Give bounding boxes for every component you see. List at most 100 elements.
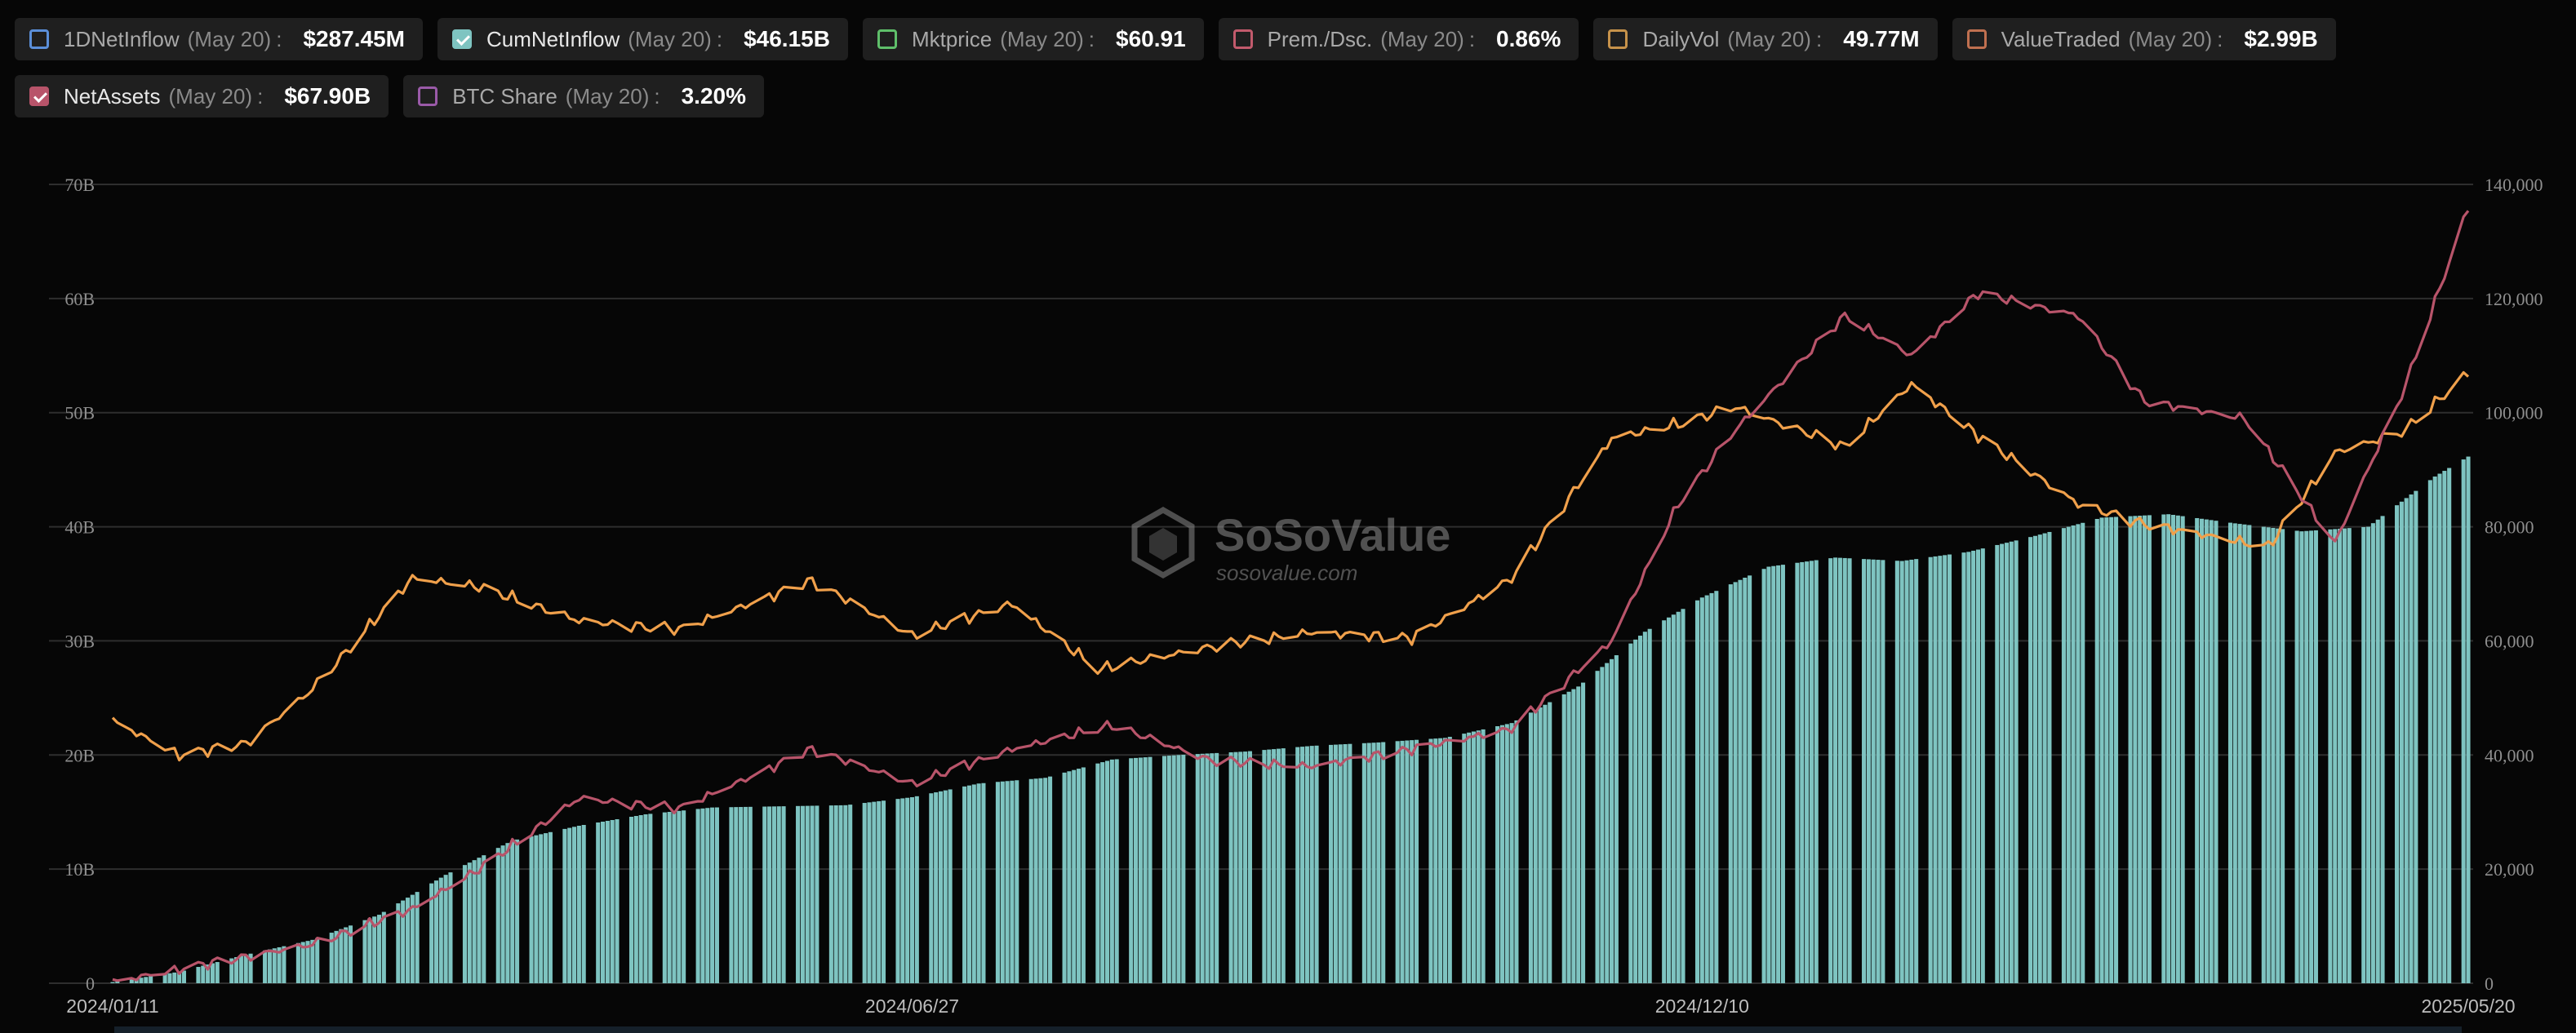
cumnetinflow-bar[interactable] (548, 831, 553, 983)
cumnetinflow-bar[interactable] (1233, 751, 1238, 983)
cumnetinflow-bar[interactable] (1947, 554, 1952, 983)
cumnetinflow-bar[interactable] (2009, 541, 2014, 983)
cumnetinflow-bar[interactable] (1200, 753, 1205, 983)
cumnetinflow-bar[interactable] (1871, 559, 1876, 983)
cumnetinflow-bar[interactable] (2081, 522, 2085, 983)
cumnetinflow-bar[interactable] (976, 783, 981, 983)
cumnetinflow-bar[interactable] (110, 982, 115, 983)
cumnetinflow-bar[interactable] (1637, 636, 1643, 983)
cumnetinflow-bar[interactable] (1704, 595, 1709, 983)
legend-chip-dailyvol[interactable]: DailyVol (May 20):49.77M (1593, 18, 1938, 60)
cumnetinflow-bar[interactable] (2432, 477, 2437, 983)
cumnetinflow-bar[interactable] (2000, 543, 2005, 983)
cumnetinflow-bar[interactable] (1966, 552, 1971, 983)
cumnetinflow-bar[interactable] (1067, 771, 1072, 983)
cumnetinflow-bar[interactable] (1499, 725, 1504, 983)
cumnetinflow-bar[interactable] (1914, 559, 1919, 983)
cumnetinflow-bar[interactable] (495, 848, 500, 983)
cumnetinflow-bar[interactable] (796, 805, 801, 983)
cumnetinflow-bar[interactable] (710, 807, 715, 983)
cumnetinflow-bar[interactable] (534, 835, 539, 983)
cumnetinflow-bar[interactable] (2294, 530, 2299, 983)
cumnetinflow-bar[interactable] (2309, 530, 2314, 983)
cumnetinflow-bar[interactable] (1304, 746, 1309, 983)
cumnetinflow-bar[interactable] (1300, 747, 1305, 983)
cumnetinflow-bar[interactable] (2204, 519, 2209, 983)
cumnetinflow-bar[interactable] (1761, 569, 1766, 983)
legend-chip-netassets[interactable]: NetAssets (May 20): $67.90B (15, 75, 389, 117)
cumnetinflow-bar[interactable] (810, 805, 815, 983)
cumnetinflow-bar[interactable] (2347, 528, 2352, 983)
cumnetinflow-bar[interactable] (781, 806, 786, 983)
cumnetinflow-bar[interactable] (1114, 759, 1119, 983)
cumnetinflow-bar[interactable] (1410, 740, 1415, 983)
cumnetinflow-bar[interactable] (1561, 694, 1566, 983)
cumnetinflow-bar[interactable] (971, 784, 976, 983)
cumnetinflow-bar[interactable] (2328, 529, 2333, 983)
cumnetinflow-bar[interactable] (1600, 667, 1605, 983)
cumnetinflow-bar[interactable] (401, 900, 406, 983)
cumnetinflow-bar[interactable] (2375, 519, 2380, 983)
cumnetinflow-bar[interactable] (263, 950, 268, 983)
cumnetinflow-bar[interactable] (1876, 560, 1881, 983)
cumnetinflow-bar[interactable] (2395, 505, 2400, 983)
cumnetinflow-bar[interactable] (2042, 533, 2047, 983)
cumnetinflow-bar[interactable] (596, 822, 601, 983)
cumnetinflow-bar[interactable] (206, 964, 211, 983)
cumnetinflow-bar[interactable] (1272, 749, 1277, 983)
cumnetinflow-bar[interactable] (748, 806, 753, 983)
cumnetinflow-bar[interactable] (272, 948, 277, 983)
cumnetinflow-bar[interactable] (1647, 628, 1652, 983)
cumnetinflow-bar[interactable] (1928, 556, 1933, 983)
cumnetinflow-bar[interactable] (2370, 523, 2375, 983)
cumnetinflow-bar[interactable] (2071, 525, 2076, 983)
cumnetinflow-bar[interactable] (1681, 609, 1686, 983)
cumnetinflow-bar[interactable] (467, 862, 472, 983)
cumnetinflow-bar[interactable] (372, 916, 377, 983)
cumnetinflow-bar[interactable] (344, 927, 349, 983)
cumnetinflow-bar[interactable] (2247, 525, 2252, 983)
cumnetinflow-bar[interactable] (1243, 751, 1248, 983)
cumnetinflow-bar[interactable] (1100, 762, 1105, 983)
cumnetinflow-bar[interactable] (1766, 566, 1771, 983)
cumnetinflow-bar[interactable] (1533, 710, 1538, 983)
cumnetinflow-bar[interactable] (900, 798, 905, 983)
cumnetinflow-bar[interactable] (1995, 544, 2000, 983)
cumnetinflow-bar[interactable] (1138, 757, 1143, 983)
cumnetinflow-bar[interactable] (1295, 747, 1300, 983)
cumnetinflow-bar[interactable] (633, 816, 638, 983)
cumnetinflow-bar[interactable] (1181, 754, 1186, 983)
cumnetinflow-bar[interactable] (695, 809, 700, 983)
cumnetinflow-bar[interactable] (2032, 535, 2037, 983)
cumnetinflow-bar[interactable] (1776, 565, 1781, 983)
cumnetinflow-bar[interactable] (1814, 560, 1819, 983)
cumnetinflow-bar[interactable] (638, 815, 643, 983)
cumnetinflow-bar[interactable] (500, 845, 505, 983)
cumnetinflow-bar[interactable] (1238, 751, 1243, 983)
cumnetinflow-bar[interactable] (396, 903, 401, 983)
cumnetinflow-bar[interactable] (334, 930, 339, 983)
legend-chip-btcshare[interactable]: BTC Share (May 20):3.20% (403, 75, 765, 117)
cumnetinflow-bar[interactable] (2094, 518, 2099, 983)
cumnetinflow-bar[interactable] (2147, 515, 2152, 983)
cumnetinflow-bar[interactable] (2442, 471, 2447, 983)
cumnetinflow-bar[interactable] (2304, 530, 2309, 983)
cumnetinflow-bar[interactable] (144, 977, 149, 983)
cumnetinflow-bar[interactable] (2138, 515, 2143, 983)
cumnetinflow-bar[interactable] (2170, 514, 2176, 983)
cumnetinflow-bar[interactable] (1366, 743, 1371, 984)
cumnetinflow-bar[interactable] (339, 929, 344, 983)
cumnetinflow-bar[interactable] (2109, 516, 2114, 983)
cumnetinflow-bar[interactable] (243, 955, 248, 983)
cumnetinflow-bar[interactable] (1714, 591, 1719, 983)
cumnetinflow-bar[interactable] (539, 834, 544, 983)
cumnetinflow-bar[interactable] (139, 978, 144, 983)
cumnetinflow-bar[interactable] (1467, 732, 1472, 983)
cumnetinflow-bar[interactable] (267, 949, 272, 983)
cumnetinflow-bar[interactable] (510, 840, 515, 983)
cumnetinflow-bar[interactable] (734, 807, 739, 983)
cumnetinflow-bar[interactable] (905, 797, 910, 983)
cumnetinflow-bar[interactable] (610, 820, 615, 983)
cumnetinflow-bar[interactable] (2237, 524, 2242, 983)
cumnetinflow-bar[interactable] (2114, 516, 2119, 983)
